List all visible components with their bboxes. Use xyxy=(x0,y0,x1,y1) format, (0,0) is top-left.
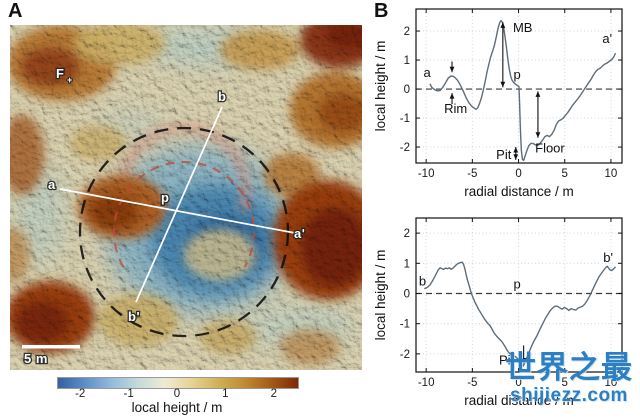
colorbar-tick-label: 2 xyxy=(270,388,277,400)
annotation-arrow xyxy=(449,93,455,105)
profile-line-b xyxy=(135,106,223,303)
arrow-head xyxy=(521,358,527,364)
x-tick-label: -10 xyxy=(418,168,435,180)
colorbar-label: local height / m xyxy=(131,400,223,415)
map-label-p: p xyxy=(161,190,169,205)
x-tick-label: -5 xyxy=(467,168,477,180)
annotation-mb: MB xyxy=(513,20,533,35)
tick-marks xyxy=(416,218,622,372)
arrow-head xyxy=(535,91,541,97)
panel-a-label: A xyxy=(8,0,23,22)
x-tick-label: 10 xyxy=(605,377,618,389)
y-axis-label: local height / m xyxy=(373,250,388,341)
colorbar-tick-label: 0 xyxy=(173,388,181,400)
annotation-floor: Floor xyxy=(535,140,565,155)
colorbar: -2 -1 0 1 2 local height / m xyxy=(57,377,299,417)
colorbar-gradient xyxy=(57,377,299,389)
y-tick-label: 0 xyxy=(404,288,410,300)
profile-chart-a-aprime: -10 -5 0 5 10 -2 -1 0 1 2 radial distance / m local… xyxy=(370,0,640,200)
annotation-arrow xyxy=(449,61,455,73)
terrain-map: 5 m F + a b a' b' p xyxy=(0,12,383,370)
grid xyxy=(416,218,622,372)
y-tick-label: 0 xyxy=(404,84,410,96)
y-tick-label: 1 xyxy=(404,258,410,270)
hillshade-texture xyxy=(10,25,362,370)
colorbar-tick-label: -2 xyxy=(75,388,86,400)
annotation-p: p xyxy=(514,276,521,291)
y-tick-label: 1 xyxy=(404,55,410,67)
colorbar-tick-label: 1 xyxy=(222,388,229,400)
arrow-head xyxy=(535,132,541,138)
annotation-arrow xyxy=(535,91,541,138)
x-tick-label: 0 xyxy=(515,168,521,180)
map-label-b: b xyxy=(218,89,226,104)
annotation-p: p xyxy=(514,67,521,82)
y-tick-label: -2 xyxy=(400,349,410,361)
arrow-head xyxy=(449,93,455,99)
x-tick-label: 5 xyxy=(562,168,568,180)
profile-line xyxy=(429,19,617,162)
annotation-rim: Rim xyxy=(444,101,467,116)
y-tick-label: -1 xyxy=(400,113,410,125)
x-axis-label: radial distance / m xyxy=(464,393,574,408)
arrow-head xyxy=(513,147,519,153)
annotation-arrow xyxy=(500,22,506,88)
annotation-b: b' xyxy=(603,250,613,265)
y-tick-label: 2 xyxy=(404,26,410,38)
annotation-arrow xyxy=(513,147,519,160)
panel-b-label: B xyxy=(374,0,389,22)
annotation-pit: Pit xyxy=(499,353,515,368)
arrow-head xyxy=(500,22,506,28)
x-tick-label: 5 xyxy=(562,377,568,389)
x-axis-label: radial distance / m xyxy=(464,184,574,199)
colorbar-tick-label: -1 xyxy=(123,388,134,400)
y-tick-label: -1 xyxy=(400,319,410,331)
x-tick-label: 10 xyxy=(605,168,618,180)
inner-arc-dashed xyxy=(113,161,255,268)
map-label-b-prime: b' xyxy=(128,309,140,324)
annotation-b: b xyxy=(419,273,426,288)
arrow-head xyxy=(449,66,455,73)
x-tick-label: -10 xyxy=(418,377,435,389)
y-tick-label: 2 xyxy=(404,228,410,240)
map-label-a: a xyxy=(48,177,56,192)
arrow-head xyxy=(500,81,506,88)
profile-line-a xyxy=(59,188,296,234)
arrow-head xyxy=(513,154,519,160)
annotation-a: a' xyxy=(602,31,612,46)
tick-marks xyxy=(416,9,622,163)
x-tick-label: 0 xyxy=(515,377,521,389)
terrain-map-panel: 5 m F + a b a' b' p xyxy=(0,12,383,370)
scale-bar xyxy=(22,345,80,349)
map-label-f: F xyxy=(56,66,64,81)
annotation-pit: Pit xyxy=(496,147,512,162)
y-axis-label: local height / m xyxy=(373,41,388,132)
annotation-a: a xyxy=(423,65,431,80)
map-label-f-sub: + xyxy=(67,75,72,85)
profile-chart-b-bprime: -10 -5 0 5 10 -2 -1 0 1 2 radial distance / m local… xyxy=(370,209,640,420)
annotation-arrow xyxy=(521,345,527,364)
y-tick-label: -2 xyxy=(400,142,410,154)
profile-line xyxy=(424,261,616,367)
scale-bar-label: 5 m xyxy=(24,351,48,366)
x-tick-label: -5 xyxy=(467,377,477,389)
map-label-a-prime: a' xyxy=(294,226,305,241)
